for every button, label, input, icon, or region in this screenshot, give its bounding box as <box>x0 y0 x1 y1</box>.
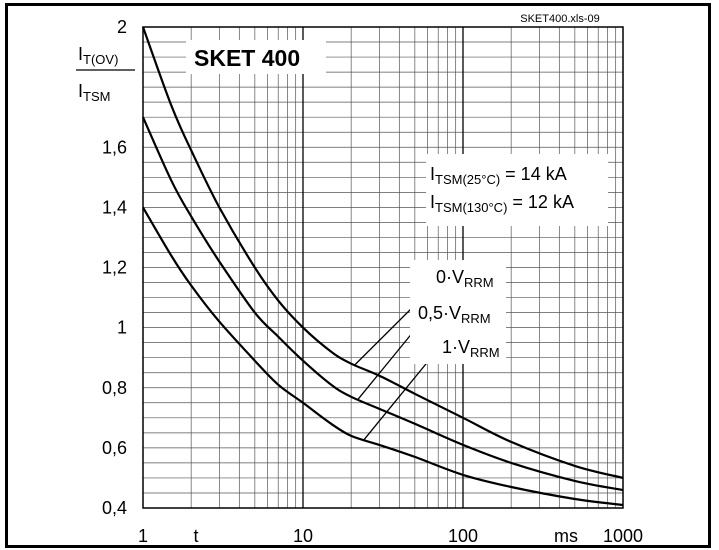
ylabel-denominator-symbol: I <box>78 81 83 101</box>
file-tag: SKET400.xls-09 <box>520 13 599 25</box>
y-tick-label: 0,6 <box>102 438 127 458</box>
legend-series-0-prefix: 0·V <box>436 267 464 287</box>
ylabel-numerator: IT(OV) <box>78 44 118 67</box>
legend-series-1-sub: RRM <box>461 311 491 326</box>
ylabel-denominator-sub: TSM <box>83 89 110 104</box>
annotation-itsm-130-value: = 12 kA <box>507 192 574 212</box>
y-tick-label: 1,4 <box>102 197 127 217</box>
chart-frame <box>5 3 711 548</box>
legend-series-2: 1·VRRM <box>442 337 500 360</box>
curves <box>141 26 624 507</box>
y-axis-label: IT(OV) ITSM <box>76 44 135 104</box>
annotation-itsm-25-sub: TSM(25°C) <box>435 172 500 187</box>
annotation-itsm-130: ITSM(130°C) = 12 kA <box>430 192 574 215</box>
annotation-itsm-25-symbol: I <box>430 164 435 184</box>
annotation-itsm-130-sub: TSM(130°C) <box>435 200 507 215</box>
legend-series-2-prefix: 1·V <box>442 337 470 357</box>
plot-area <box>142 26 624 509</box>
ylabel-denominator: ITSM <box>78 81 110 104</box>
leader-line-1 <box>357 325 419 401</box>
series-line-1 <box>141 116 624 492</box>
x-tick-label: 1000 <box>603 526 643 546</box>
x-axis-symbol: t <box>193 526 198 546</box>
chart-title: SKET 400 <box>194 45 300 71</box>
annotation-itsm-25-value: = 14 kA <box>500 164 567 184</box>
x-axis-unit: ms <box>554 526 578 546</box>
y-tick-label: 0,4 <box>102 498 127 518</box>
ylabel-numerator-sub: T(OV) <box>83 52 118 67</box>
ylabel-numerator-symbol: I <box>78 44 83 64</box>
leader-line-2 <box>363 358 431 441</box>
annotation-itsm-130-symbol: I <box>430 192 435 212</box>
legend-background <box>410 260 506 364</box>
x-tick-label: 100 <box>448 526 478 546</box>
legend-series-2-sub: RRM <box>470 345 500 360</box>
annotation-itsm-25: ITSM(25°C) = 14 kA <box>430 164 567 187</box>
x-tick-label: 1 <box>138 526 148 546</box>
legend-series-0: 0·VRRM <box>436 267 494 290</box>
y-tick-label: 0,8 <box>102 378 127 398</box>
series-line-0 <box>141 26 624 479</box>
annotation-background <box>426 154 608 226</box>
series-line-2 <box>142 206 624 507</box>
x-tick-label: 10 <box>293 526 313 546</box>
y-tick-label: 1,6 <box>102 137 127 157</box>
y-tick-label: 2 <box>117 17 127 37</box>
legend-series-1: 0,5·VRRM <box>418 303 491 326</box>
y-tick-label: 1 <box>117 318 127 338</box>
title-background <box>186 40 326 74</box>
legend-series-1-prefix: 0,5·V <box>418 303 461 323</box>
tick-labels: 0,4 0,6 0,8 1 1,2 1,4 1,6 2 1 10 100 1000 <box>102 17 643 546</box>
grid <box>143 27 623 508</box>
y-tick-label: 1,2 <box>102 258 127 278</box>
legend-series-0-sub: RRM <box>464 275 494 290</box>
